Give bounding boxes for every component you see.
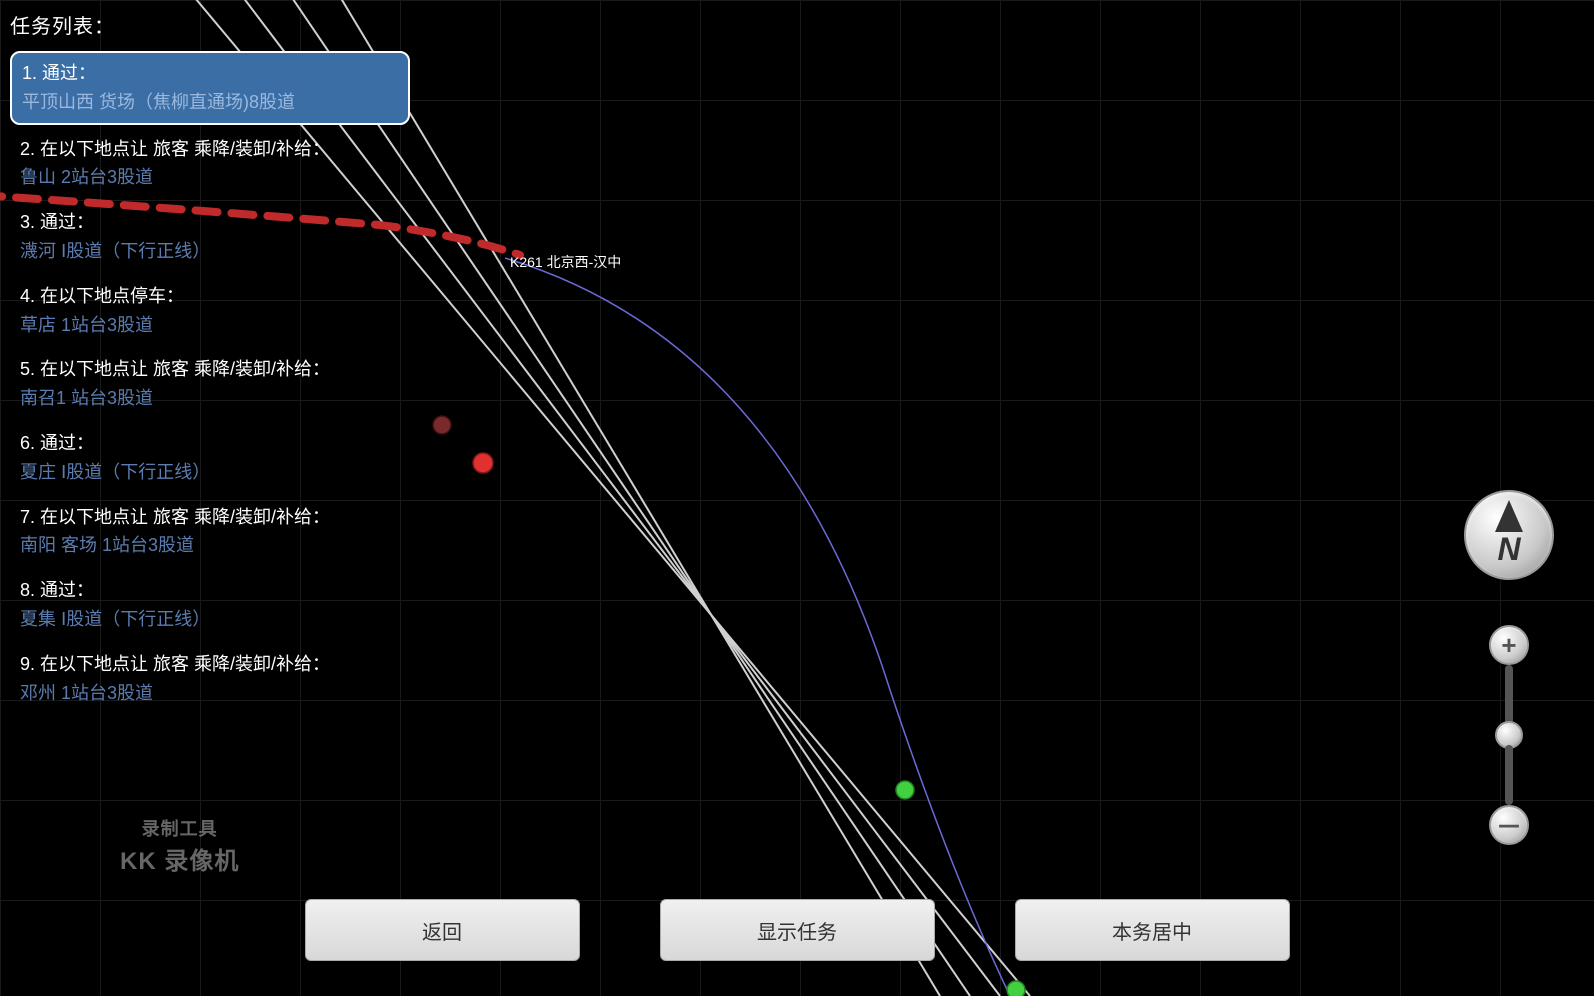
back-button[interactable]: 返回: [305, 899, 580, 961]
task-item-title: 2. 在以下地点让 旅客 乘降/装卸/补给：: [20, 135, 400, 164]
center-train-button[interactable]: 本务居中: [1015, 899, 1290, 961]
task-item-detail: 南阳 客场 1站台3股道: [20, 531, 400, 560]
zoom-in-button[interactable]: +: [1489, 625, 1529, 665]
task-item-title: 9. 在以下地点让 旅客 乘降/装卸/补给：: [20, 650, 400, 679]
task-item[interactable]: 4. 在以下地点停车：草店 1站台3股道: [10, 276, 410, 346]
track-line: [330, 0, 940, 996]
task-item-title: 7. 在以下地点让 旅客 乘降/装卸/补给：: [20, 503, 400, 532]
task-item-detail: 夏庄 Ⅰ股道（下行正线）: [20, 458, 400, 487]
task-item-detail: 平顶山西 货场（焦柳直通场)8股道: [22, 88, 398, 117]
zoom-controls: N + －: [1464, 490, 1554, 845]
task-item-detail: 瀎河 Ⅰ股道（下行正线）: [20, 237, 400, 266]
zoom-track[interactable]: [1505, 745, 1513, 805]
task-item-detail: 夏集 Ⅰ股道（下行正线）: [20, 605, 400, 634]
task-item[interactable]: 1. 通过：平顶山西 货场（焦柳直通场)8股道: [10, 51, 410, 125]
zoom-out-button[interactable]: －: [1489, 805, 1529, 845]
task-item[interactable]: 6. 通过：夏庄 Ⅰ股道（下行正线）: [10, 423, 410, 493]
compass-arrow-icon: [1495, 500, 1523, 532]
map-node[interactable]: [1007, 981, 1025, 996]
compass-letter: N: [1497, 531, 1520, 568]
task-item-title: 1. 通过：: [22, 59, 398, 88]
task-panel: 任务列表： 1. 通过：平顶山西 货场（焦柳直通场)8股道2. 在以下地点让 旅…: [10, 10, 410, 717]
watermark-line1: 录制工具: [120, 815, 239, 841]
map-node[interactable]: [433, 416, 451, 434]
task-item[interactable]: 8. 通过：夏集 Ⅰ股道（下行正线）: [10, 570, 410, 640]
task-item-detail: 草店 1站台3股道: [20, 311, 400, 340]
task-item[interactable]: 5. 在以下地点让 旅客 乘降/装卸/补给：南召1 站台3股道: [10, 349, 410, 419]
task-item-title: 3. 通过：: [20, 208, 400, 237]
task-item[interactable]: 3. 通过：瀎河 Ⅰ股道（下行正线）: [10, 202, 410, 272]
recorder-watermark: 录制工具 KK 录像机: [120, 815, 239, 876]
task-item-detail: 邓州 1站台3股道: [20, 679, 400, 708]
show-tasks-button[interactable]: 显示任务: [660, 899, 935, 961]
task-item-detail: 鲁山 2站台3股道: [20, 163, 400, 192]
train-label: K261 北京西-汉中: [510, 252, 621, 272]
task-item[interactable]: 9. 在以下地点让 旅客 乘降/装卸/补给：邓州 1站台3股道: [10, 644, 410, 714]
map-node[interactable]: [896, 781, 914, 799]
task-list-header: 任务列表：: [10, 10, 410, 39]
task-item-title: 4. 在以下地点停车：: [20, 282, 400, 311]
compass-button[interactable]: N: [1464, 490, 1554, 580]
task-item-title: 5. 在以下地点让 旅客 乘降/装卸/补给：: [20, 355, 400, 384]
task-item[interactable]: 7. 在以下地点让 旅客 乘降/装卸/补给：南阳 客场 1站台3股道: [10, 497, 410, 567]
task-item-title: 8. 通过：: [20, 576, 400, 605]
watermark-line2: KK 录像机: [120, 841, 239, 876]
task-item-detail: 南召1 站台3股道: [20, 384, 400, 413]
task-item[interactable]: 2. 在以下地点让 旅客 乘降/装卸/补给：鲁山 2站台3股道: [10, 129, 410, 199]
map-node[interactable]: [473, 453, 493, 473]
task-item-title: 6. 通过：: [20, 429, 400, 458]
route-curve: [505, 258, 1010, 996]
bottom-button-bar: 返回 显示任务 本务居中: [0, 899, 1594, 961]
zoom-track[interactable]: [1505, 665, 1513, 725]
